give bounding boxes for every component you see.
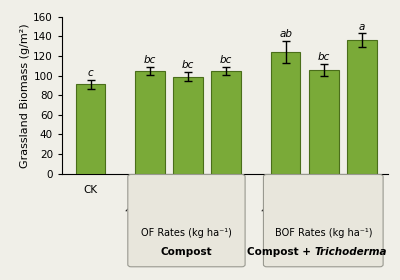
Text: Compost +: Compost + bbox=[247, 247, 314, 257]
Bar bbox=[135, 71, 165, 174]
Text: 6000: 6000 bbox=[162, 193, 188, 219]
Text: bc: bc bbox=[220, 55, 232, 65]
Text: Trichoderma: Trichoderma bbox=[314, 247, 387, 257]
Text: 3000: 3000 bbox=[260, 193, 286, 219]
Y-axis label: Grassland Biomass (g/m²): Grassland Biomass (g/m²) bbox=[20, 23, 30, 167]
Text: CK: CK bbox=[84, 185, 98, 195]
Text: 9000: 9000 bbox=[336, 193, 362, 219]
Text: 6000: 6000 bbox=[298, 193, 324, 219]
Bar bbox=[271, 52, 300, 174]
Text: bc: bc bbox=[144, 55, 156, 65]
Bar bbox=[347, 40, 376, 174]
Bar bbox=[212, 71, 241, 174]
Bar bbox=[173, 76, 203, 174]
Text: OF Rates (kg ha⁻¹): OF Rates (kg ha⁻¹) bbox=[141, 228, 232, 238]
Text: ab: ab bbox=[279, 29, 292, 39]
Text: BOF Rates (kg ha⁻¹): BOF Rates (kg ha⁻¹) bbox=[274, 228, 372, 238]
Bar bbox=[309, 70, 338, 174]
Text: 3000: 3000 bbox=[124, 193, 150, 219]
Text: Compost: Compost bbox=[161, 247, 212, 257]
Text: bc: bc bbox=[182, 60, 194, 70]
Text: Compost + Trichoderma: Compost + Trichoderma bbox=[253, 247, 394, 257]
Text: bc: bc bbox=[318, 52, 330, 62]
Bar bbox=[76, 85, 105, 174]
Text: c: c bbox=[88, 67, 94, 78]
Text: 9000: 9000 bbox=[201, 193, 226, 219]
Text: a: a bbox=[359, 22, 365, 32]
